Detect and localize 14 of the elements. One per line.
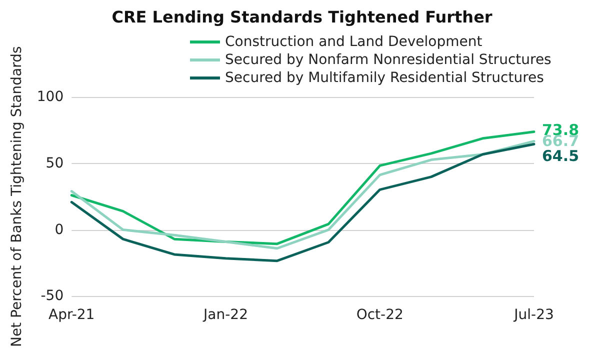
- x-tick-label: Jul-23: [513, 307, 554, 324]
- y-tick-label: 100: [36, 89, 64, 105]
- y-tick-label: -50: [40, 288, 64, 304]
- y-tick-label: 50: [46, 155, 64, 172]
- legend-label: Secured by Multifamily Residential Structures: [225, 70, 544, 86]
- x-tick-label: Jan-22: [202, 307, 248, 324]
- y-axis-title: Net Percent of Banks Tightening Standards: [9, 46, 25, 348]
- legend-label: Secured by Nonfarm Nonresidential Structures: [225, 52, 552, 68]
- legend-label: Construction and Land Development: [225, 34, 483, 50]
- y-tick-label: 0: [54, 222, 64, 238]
- data-label: 64.5: [542, 147, 580, 166]
- x-tick-label: Apr-21: [48, 307, 95, 324]
- x-tick-label: Oct-22: [356, 307, 404, 324]
- chart-title: CRE Lending Standards Tightened Further: [112, 8, 492, 26]
